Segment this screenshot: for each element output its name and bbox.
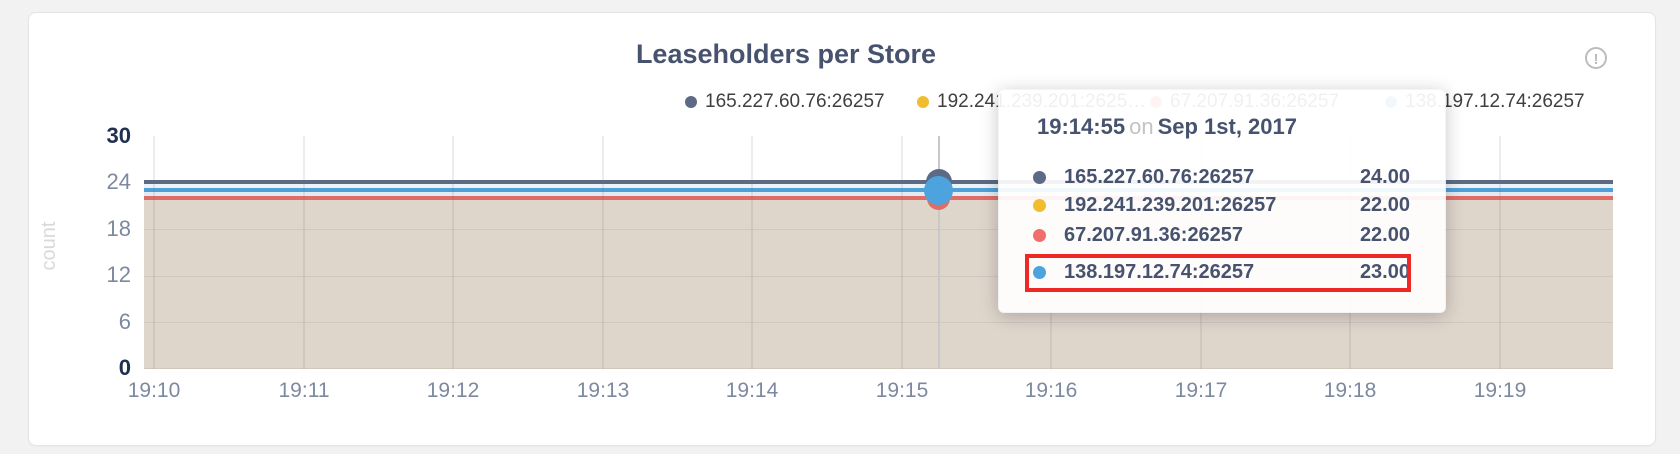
- tooltip-row: 192.241.239.201:26257 22.00: [1033, 192, 1410, 218]
- tooltip-row: 67.207.91.36:26257 22.00: [1033, 222, 1410, 248]
- gridline: [1499, 136, 1501, 369]
- gridline: [153, 136, 155, 369]
- y-axis-tick: 6: [118, 309, 131, 334]
- series-dot-icon: [1033, 228, 1046, 242]
- chart-title: Leaseholders per Store: [635, 39, 937, 69]
- x-axis-tick: 19:17: [1174, 379, 1228, 402]
- y-axis-tick: 18: [106, 216, 131, 241]
- tooltip-series-label: 67.207.91.36:26257: [1064, 223, 1244, 246]
- legend-label: 165.227.60.76:26257: [705, 91, 885, 112]
- chart-card: Leaseholders per Store ! 165.227.60.76:2…: [28, 12, 1656, 446]
- tooltip-separator: on: [1129, 114, 1154, 139]
- gridline: [144, 368, 1613, 369]
- series-line-67-207-91-36: [144, 196, 1613, 200]
- legend-dot-icon: [685, 96, 697, 108]
- tooltip-time: 19:14:55: [1037, 114, 1126, 139]
- y-axis-label: count: [38, 221, 60, 271]
- y-axis-tick: 24: [106, 169, 131, 194]
- gridline: [144, 229, 1613, 230]
- tooltip-series-value: 22.00: [1359, 193, 1410, 216]
- highlight-annotation-box: [1025, 254, 1411, 292]
- legend-item[interactable]: 165.227.60.76:26257: [685, 91, 885, 112]
- legend-label: 138.197.12.74:26257: [1405, 91, 1585, 112]
- gridline: [303, 136, 305, 369]
- x-axis-tick: 19:19: [1473, 379, 1527, 402]
- tooltip-timestamp: 19:14:55 on Sep 1st, 2017: [1037, 114, 1297, 140]
- gridline: [144, 322, 1613, 323]
- info-icon[interactable]: !: [1585, 47, 1607, 69]
- x-axis-tick: 19:18: [1323, 379, 1377, 402]
- gridline: [751, 136, 753, 369]
- tooltip-row-highlighted: 138.197.12.74:26257 23.00: [1033, 259, 1410, 285]
- y-axis-tick: 12: [106, 262, 131, 287]
- y-axis-tick: 0: [118, 355, 131, 380]
- tooltip-date: Sep 1st, 2017: [1157, 114, 1297, 139]
- tooltip-row: 165.227.60.76:26257 24.00: [1033, 164, 1410, 190]
- series-dot-icon: [1033, 265, 1046, 279]
- x-axis-tick: 19:14: [725, 379, 779, 402]
- x-axis-tick: 19:12: [426, 379, 480, 402]
- x-axis-tick: 19:13: [576, 379, 630, 402]
- y-axis-tick: 30: [106, 123, 131, 148]
- chart-tooltip: 19:14:55 on Sep 1st, 2017 165.227.60.76:26…: [998, 89, 1446, 313]
- series-line-165-227-60-76: [144, 180, 1613, 184]
- x-axis-tick: 19:16: [1024, 379, 1078, 402]
- legend-dot-icon: [917, 96, 929, 108]
- series-line-138-197-12-74: [144, 188, 1613, 192]
- x-axis-tick: 19:11: [278, 379, 330, 402]
- tooltip-series-label: 165.227.60.76:26257: [1064, 165, 1255, 188]
- area-fill-band: [144, 192, 1613, 196]
- tooltip-series-value: 23.00: [1359, 260, 1410, 283]
- series-dot-icon: [1033, 170, 1046, 184]
- gridline: [901, 136, 903, 369]
- tooltip-series-label: 138.197.12.74:26257: [1064, 260, 1255, 283]
- x-axis-tick: 19:10: [127, 379, 181, 402]
- gridline: [452, 136, 454, 369]
- gridline: [144, 182, 1613, 183]
- tooltip-series-value: 22.00: [1359, 223, 1410, 246]
- tooltip-series-value: 24.00: [1359, 165, 1410, 188]
- tooltip-series-label: 192.241.239.201:26257: [1064, 193, 1277, 216]
- gridline: [602, 136, 604, 369]
- x-axis-tick: 19:15: [875, 379, 929, 402]
- area-fill-band: [144, 184, 1613, 188]
- series-dot-icon: [1033, 198, 1046, 212]
- hover-marker-icon: [924, 176, 953, 205]
- hover-guideline: [938, 136, 940, 369]
- gridline: [144, 276, 1613, 277]
